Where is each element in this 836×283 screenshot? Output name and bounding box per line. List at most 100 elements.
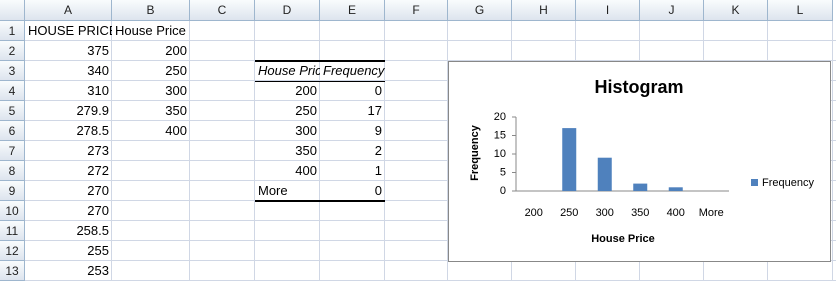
cell-border — [112, 221, 190, 241]
cell-border — [255, 21, 320, 41]
cell-text[interactable]: 310 — [87, 83, 109, 98]
cell-text[interactable]: 300 — [295, 123, 317, 138]
cell-border — [833, 241, 836, 261]
column-header[interactable]: H — [512, 0, 576, 21]
cell-border — [768, 261, 833, 281]
cell-border — [112, 161, 190, 181]
cell-border — [112, 261, 190, 281]
row-header[interactable]: 8 — [0, 161, 25, 181]
cell-border — [385, 181, 448, 201]
column-header[interactable]: I — [576, 0, 640, 21]
cell-border — [320, 81, 385, 101]
cell-text[interactable]: 200 — [295, 83, 317, 98]
cell-text[interactable]: 270 — [87, 203, 109, 218]
column-header[interactable]: L — [768, 0, 833, 21]
cell-text[interactable]: 350 — [295, 143, 317, 158]
cell-border — [833, 21, 836, 41]
cell-text[interactable]: 400 — [295, 163, 317, 178]
column-header[interactable]: J — [640, 0, 704, 21]
cell-text[interactable]: 350 — [165, 103, 187, 118]
cell-border — [25, 41, 112, 61]
row-header[interactable]: 9 — [0, 181, 25, 201]
cell-border — [25, 21, 112, 41]
cell-text[interactable]: House Price — [258, 63, 320, 78]
cell-border — [320, 241, 385, 261]
cell-text[interactable]: 400 — [165, 123, 187, 138]
row-header[interactable]: 13 — [0, 261, 25, 281]
cell-text[interactable]: 255 — [87, 243, 109, 258]
cell-border — [385, 41, 448, 61]
cell-border — [833, 201, 836, 221]
cell-text[interactable]: 250 — [165, 63, 187, 78]
cell-border — [320, 161, 385, 181]
y-tick-label: 5 — [500, 166, 506, 178]
row-header[interactable]: 6 — [0, 121, 25, 141]
row-header[interactable]: 2 — [0, 41, 25, 61]
cell-text[interactable]: 300 — [165, 83, 187, 98]
column-header[interactable]: D — [255, 0, 320, 21]
cell-text[interactable]: 340 — [87, 63, 109, 78]
cell-text[interactable]: 1 — [374, 163, 382, 178]
row-header[interactable]: 4 — [0, 81, 25, 101]
cell-border — [833, 261, 836, 281]
cell-text[interactable]: 273 — [87, 143, 109, 158]
cell-border — [320, 141, 385, 161]
cell-border — [25, 201, 112, 221]
row-header[interactable]: 1 — [0, 21, 25, 41]
table-border — [255, 200, 385, 202]
cell-border — [112, 121, 190, 141]
column-header[interactable]: B — [112, 0, 190, 21]
cell-text[interactable]: 375 — [87, 43, 109, 58]
cell-text[interactable]: Frequency — [323, 63, 385, 78]
y-tick-label: 0 — [500, 185, 506, 197]
row-header[interactable]: 5 — [0, 101, 25, 121]
row-header[interactable]: 12 — [0, 241, 25, 261]
cell-text[interactable]: House Price — [115, 23, 186, 38]
cell-border — [833, 101, 836, 121]
cell-text[interactable]: HOUSE PRICE — [28, 23, 112, 38]
cell-text[interactable]: 253 — [87, 263, 109, 278]
chart[interactable]: Histogram House Price Frequency 0 5 10 15 20… — [448, 61, 831, 262]
cell-border — [768, 21, 833, 41]
cell-text[interactable]: 258.5 — [76, 223, 109, 238]
cell-border — [576, 261, 640, 281]
select-all[interactable] — [0, 0, 25, 21]
row-header[interactable]: 3 — [0, 61, 25, 81]
cell-border — [448, 261, 512, 281]
column-header[interactable]: F — [385, 0, 448, 21]
cell-text[interactable]: 278.5 — [76, 123, 109, 138]
row-header[interactable]: 11 — [0, 221, 25, 241]
column-header[interactable]: E — [320, 0, 385, 21]
cell-border — [512, 41, 576, 61]
cell-border — [385, 141, 448, 161]
cell-text[interactable]: 17 — [367, 103, 382, 118]
row-header[interactable]: 10 — [0, 201, 25, 221]
cell-text[interactable]: 272 — [87, 163, 109, 178]
cell-text[interactable]: 0 — [374, 83, 382, 98]
cell-text[interactable]: 270 — [87, 183, 109, 198]
x-tick-label: 200 — [525, 207, 543, 219]
column-header[interactable]: G — [448, 0, 512, 21]
cell-text[interactable]: 0 — [374, 183, 382, 198]
cell-border — [255, 161, 320, 181]
cell-border — [190, 221, 255, 241]
cell-text[interactable]: 279.9 — [76, 103, 109, 118]
cell-border — [320, 221, 385, 241]
cell-border — [833, 81, 836, 101]
cell-text[interactable]: 2 — [374, 143, 382, 158]
cell-border — [255, 121, 320, 141]
cell-border — [25, 181, 112, 201]
cell-text[interactable]: More — [258, 183, 288, 198]
cell-border — [320, 121, 385, 141]
cell-text[interactable]: 200 — [165, 43, 187, 58]
cell-border — [320, 261, 385, 281]
cell-border — [190, 61, 255, 81]
column-header[interactable]: K — [704, 0, 768, 21]
column-header[interactable]: A — [25, 0, 112, 21]
cell-border — [112, 21, 190, 41]
row-header[interactable]: 7 — [0, 141, 25, 161]
column-header[interactable]: C — [190, 0, 255, 21]
cell-text[interactable]: 250 — [295, 103, 317, 118]
cell-border — [833, 221, 836, 241]
cell-text[interactable]: 9 — [374, 123, 382, 138]
